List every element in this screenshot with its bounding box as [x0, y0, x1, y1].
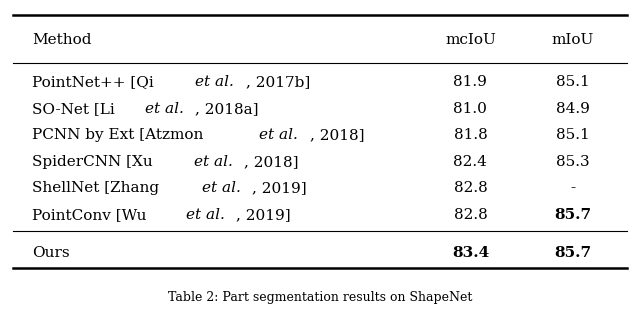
Text: 82.4: 82.4 — [454, 155, 487, 169]
Text: PCNN by Ext [Atzmon: PCNN by Ext [Atzmon — [32, 128, 208, 142]
Text: , 2018]: , 2018] — [310, 128, 364, 142]
Text: 81.8: 81.8 — [454, 128, 487, 142]
Text: et al.: et al. — [259, 128, 298, 142]
Text: 81.0: 81.0 — [454, 102, 487, 116]
Text: et al.: et al. — [194, 155, 233, 169]
Text: , 2019]: , 2019] — [253, 181, 307, 195]
Text: 83.4: 83.4 — [452, 246, 489, 260]
Text: , 2017b]: , 2017b] — [246, 75, 310, 89]
Text: SO-Net [Li: SO-Net [Li — [32, 102, 120, 116]
Text: 85.1: 85.1 — [556, 128, 589, 142]
Text: PointNet++ [Qi: PointNet++ [Qi — [32, 75, 159, 89]
Text: mIoU: mIoU — [552, 33, 594, 47]
Text: et al.: et al. — [186, 208, 225, 222]
Text: 82.8: 82.8 — [454, 208, 487, 222]
Text: 84.9: 84.9 — [556, 102, 589, 116]
Text: mcIoU: mcIoU — [445, 33, 496, 47]
Text: 85.7: 85.7 — [554, 246, 591, 260]
Text: 85.3: 85.3 — [556, 155, 589, 169]
Text: Ours: Ours — [32, 246, 70, 260]
Text: , 2018a]: , 2018a] — [195, 102, 259, 116]
Text: Method: Method — [32, 33, 92, 47]
Text: ShellNet [Zhang: ShellNet [Zhang — [32, 181, 164, 195]
Text: 82.8: 82.8 — [454, 181, 487, 195]
Text: SpiderCNN [Xu: SpiderCNN [Xu — [32, 155, 157, 169]
Text: 81.9: 81.9 — [454, 75, 487, 89]
Text: , 2019]: , 2019] — [236, 208, 291, 222]
Text: et al.: et al. — [195, 75, 234, 89]
Text: 85.7: 85.7 — [554, 208, 591, 222]
Text: Table 2: Part segmentation results on ShapeNet: Table 2: Part segmentation results on Sh… — [168, 291, 472, 304]
Text: -: - — [570, 181, 575, 195]
Text: PointConv [Wu: PointConv [Wu — [32, 208, 152, 222]
Text: et al.: et al. — [145, 102, 184, 116]
Text: et al.: et al. — [202, 181, 241, 195]
Text: 85.1: 85.1 — [556, 75, 589, 89]
Text: , 2018]: , 2018] — [244, 155, 299, 169]
